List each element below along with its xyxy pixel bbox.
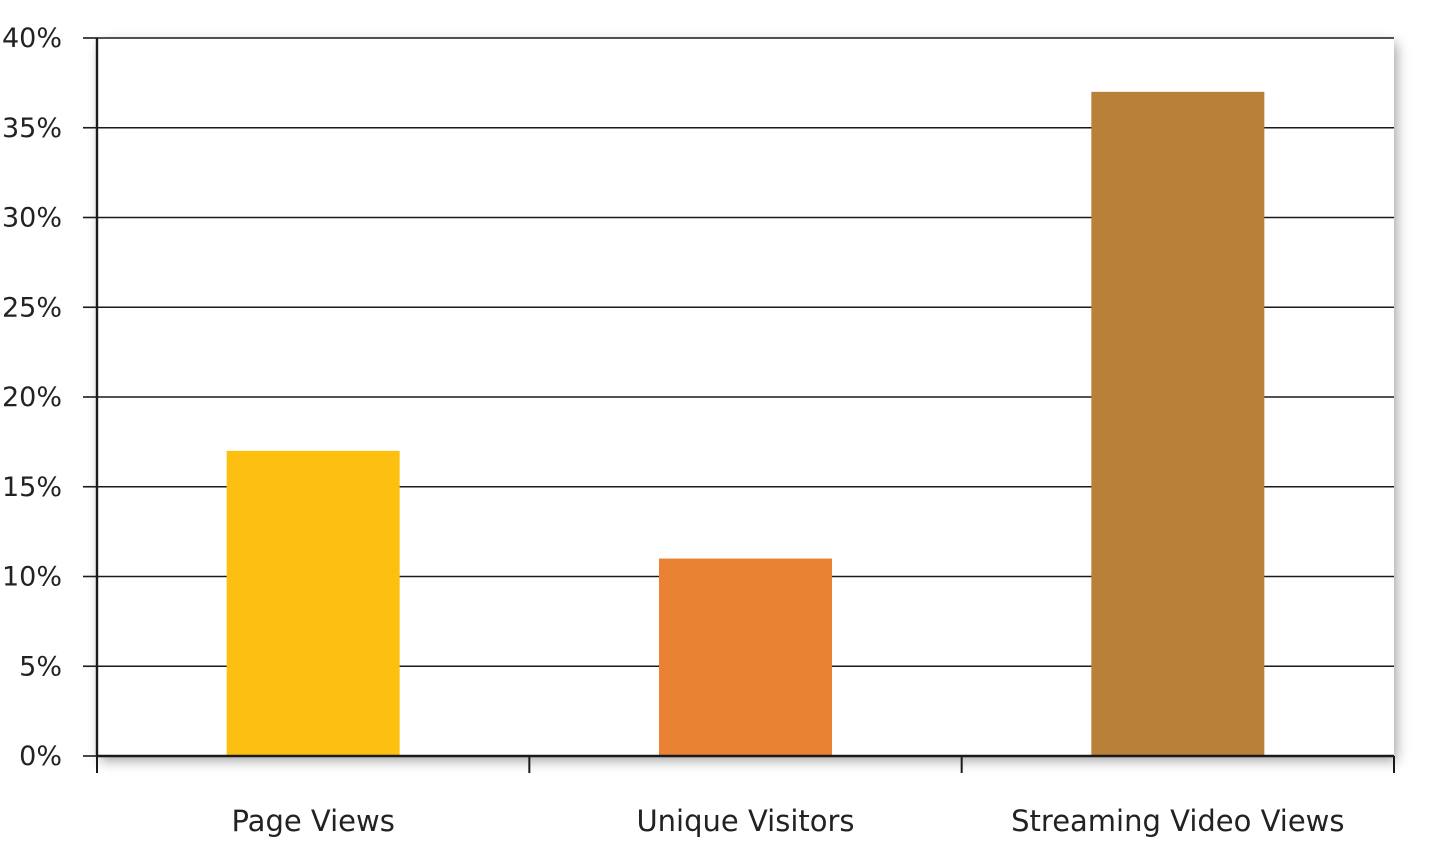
- bars: [226, 91, 1265, 757]
- y-tick-label: 25%: [2, 292, 62, 323]
- x-tick-label: Unique Visitors: [636, 804, 854, 838]
- y-tick-labels: 0% 5% 10% 15% 20% 25% 30% 35% 40%: [2, 23, 62, 772]
- bar-unique-visitors: [659, 558, 832, 756]
- bar-streaming-video-views: [1091, 91, 1265, 757]
- y-tick-label: 15%: [2, 472, 62, 503]
- x-tick-labels: Page Views Unique Visitors Streaming Video…: [231, 804, 1344, 838]
- y-tick-label: 40%: [2, 23, 62, 54]
- y-tick-label: 10%: [2, 562, 62, 593]
- x-tick-label: Page Views: [231, 804, 394, 838]
- y-tick-label: 20%: [2, 382, 62, 413]
- y-tick-label: 30%: [2, 203, 62, 234]
- y-tick-label: 0%: [19, 741, 62, 772]
- x-tick-label: Streaming Video Views: [1011, 804, 1344, 838]
- axes: [83, 37, 1395, 773]
- bar-page-views: [226, 450, 400, 756]
- y-tick-label: 5%: [19, 651, 62, 682]
- y-tick-label: 35%: [2, 113, 62, 144]
